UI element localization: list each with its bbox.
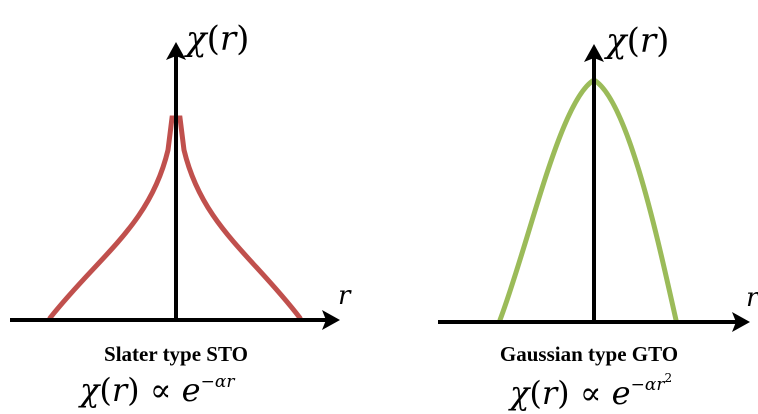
slater-formula: χ(r) ∝ e−αr: [78, 371, 235, 409]
gaussian-y-axis-label: χ(r): [604, 21, 669, 61]
gaussian-y-arrowhead: [584, 44, 604, 62]
slater-x-axis-label: r: [338, 281, 352, 311]
gaussian-caption: Gaussian type GTO: [500, 342, 678, 366]
slater-y-axis-label: χ(r): [184, 19, 249, 59]
slater-panel: χ(r) r Slater type STO χ(r) ∝ e−αr: [10, 19, 352, 409]
gaussian-x-axis-label: r: [746, 283, 758, 313]
gaussian-panel: χ(r) r Gaussian type GTO χ(r) ∝ e−αr2: [438, 21, 758, 412]
slater-x-arrowhead: [322, 310, 340, 330]
slater-caption: Slater type STO: [104, 342, 248, 366]
gaussian-x-arrowhead: [732, 312, 750, 332]
gaussian-curve: [497, 77, 679, 323]
gaussian-formula: χ(r) ∝ e−αr2: [508, 371, 672, 412]
slater-y-arrowhead: [166, 42, 186, 60]
